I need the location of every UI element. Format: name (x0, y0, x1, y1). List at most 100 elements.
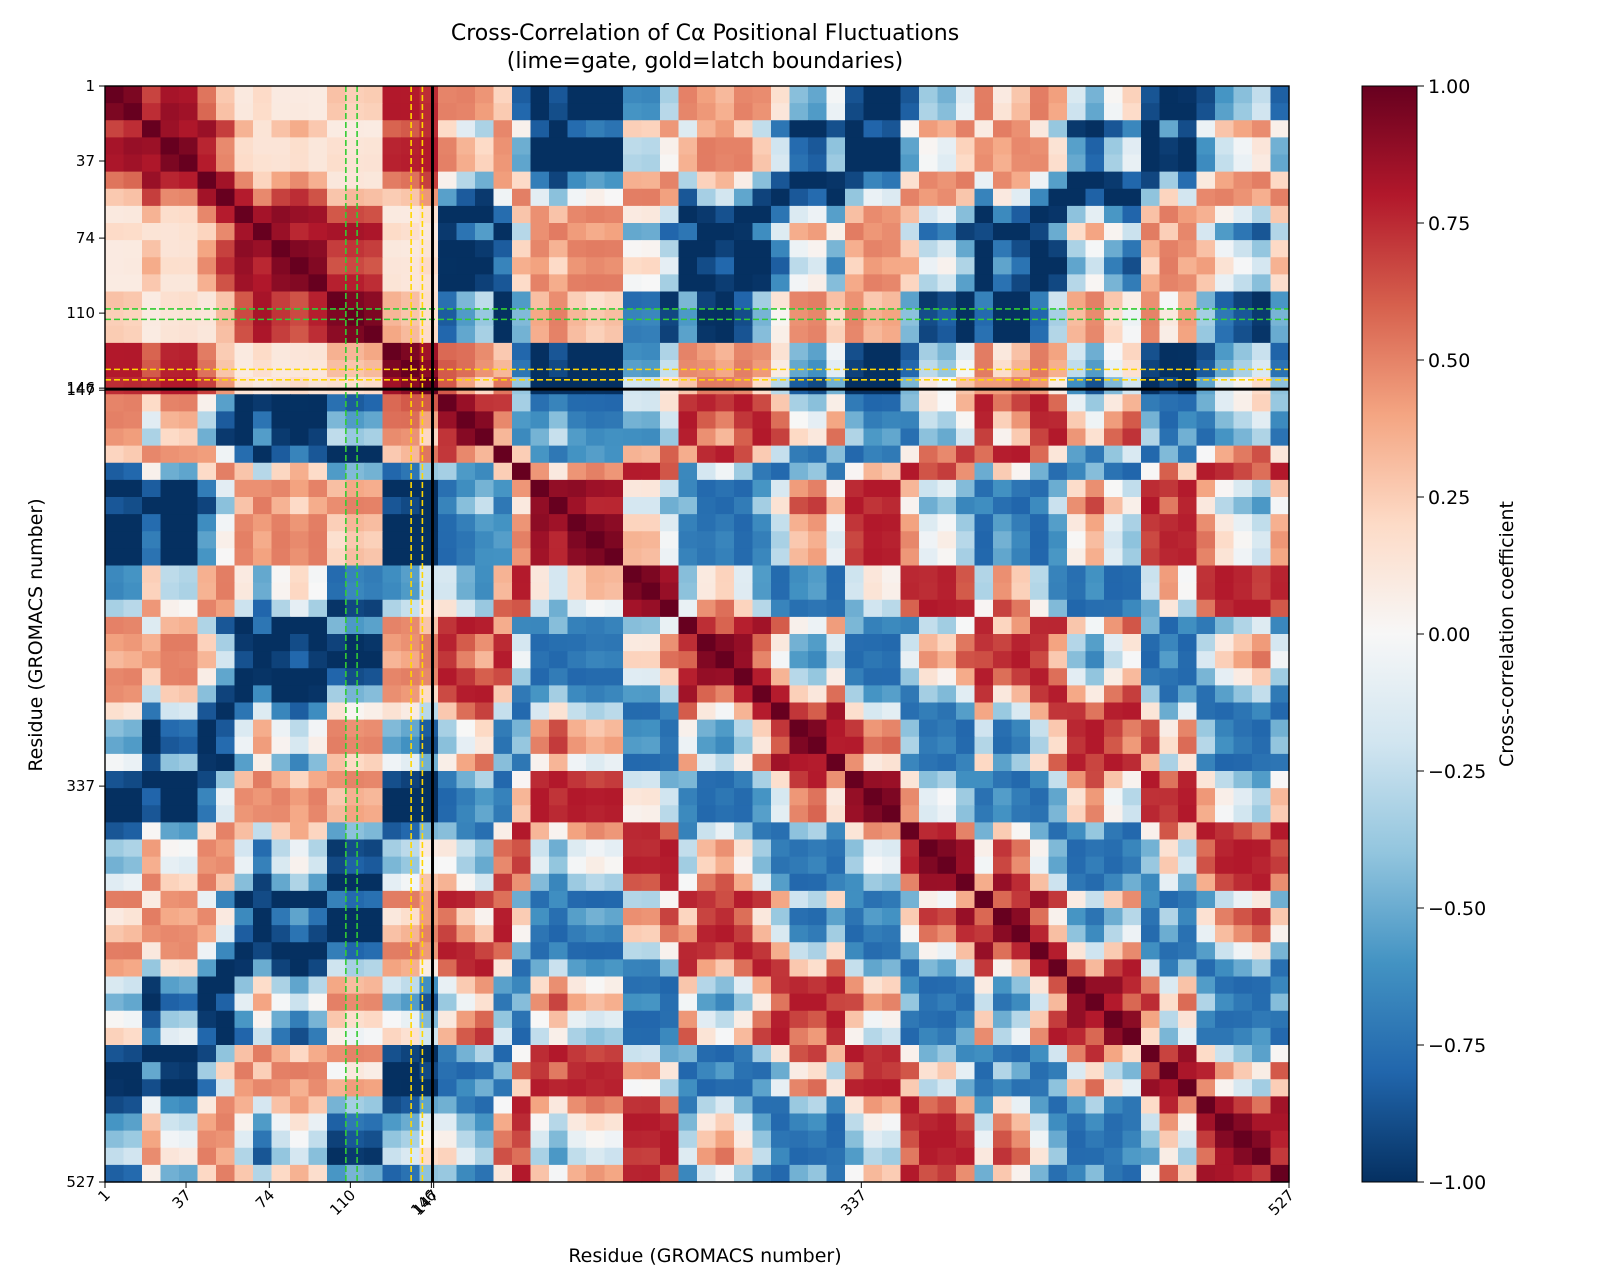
heatmap-cell (1122, 1096, 1142, 1115)
heatmap-cell (567, 103, 587, 121)
heatmap-cell (789, 634, 809, 652)
heatmap-cell (567, 1147, 587, 1166)
heatmap-cell (956, 856, 976, 875)
heatmap-cell (604, 1096, 624, 1115)
heatmap-cell (789, 223, 809, 241)
heatmap-cell (345, 154, 365, 173)
heatmap-cell (1067, 428, 1087, 447)
heatmap-cell (937, 1147, 957, 1166)
heatmap-cell (1196, 565, 1216, 584)
heatmap-cell (1011, 976, 1031, 995)
heatmap-cell (493, 1079, 513, 1097)
heatmap-cell (734, 188, 754, 207)
heatmap-cell (956, 103, 976, 121)
heatmap-cell (678, 1164, 698, 1183)
heatmap-cell (197, 394, 217, 412)
heatmap-cell (845, 342, 865, 361)
heatmap-cell (308, 959, 328, 978)
heatmap-cell (845, 308, 865, 327)
heatmap-cell (715, 479, 735, 498)
heatmap-cell (1252, 188, 1272, 207)
heatmap-cell (253, 548, 273, 567)
heatmap-cell (919, 685, 939, 704)
heatmap-cell (734, 908, 754, 926)
heatmap-cell (123, 685, 143, 704)
heatmap-cell (216, 565, 236, 584)
heatmap-cell (845, 685, 865, 704)
heatmap-cell (826, 1113, 846, 1132)
heatmap-cell (493, 634, 513, 652)
heatmap-cell (845, 514, 865, 532)
heatmap-cell (863, 103, 883, 121)
heatmap-cell (401, 1010, 421, 1029)
heatmap-cell (1178, 1113, 1198, 1132)
heatmap-cell (179, 582, 199, 601)
heatmap-cell (623, 822, 643, 841)
heatmap-cell (1048, 394, 1068, 412)
heatmap-cell (641, 565, 661, 584)
heatmap-cell (179, 325, 199, 344)
heatmap-cell (549, 462, 569, 481)
heatmap-cell (1030, 788, 1050, 806)
heatmap-cell (956, 1010, 976, 1029)
heatmap-cell (512, 805, 532, 823)
heatmap-cell (179, 925, 199, 943)
heatmap-cell (475, 120, 495, 138)
heatmap-cell (364, 634, 384, 652)
heatmap-cell (1030, 668, 1050, 686)
heatmap-cell (1011, 651, 1031, 669)
heatmap-cell (845, 976, 865, 995)
heatmap-cell (604, 274, 624, 293)
heatmap-cell (1067, 634, 1087, 652)
heatmap-cell (1030, 822, 1050, 841)
heatmap-cell (271, 411, 291, 430)
heatmap-cell (1215, 462, 1235, 481)
heatmap-cell (142, 959, 162, 978)
heatmap-cell (197, 805, 217, 823)
heatmap-cell (993, 1096, 1013, 1115)
heatmap-cell (512, 651, 532, 669)
heatmap-cell (1159, 1147, 1179, 1166)
heatmap-cell (234, 223, 254, 241)
heatmap-cell (1141, 394, 1161, 412)
heatmap-cell (456, 993, 476, 1012)
heatmap-cell (438, 171, 458, 190)
heatmap-cell (771, 154, 791, 173)
heatmap-cell (604, 479, 624, 498)
heatmap-cell (1067, 719, 1087, 738)
heatmap-cell (1178, 154, 1198, 173)
heatmap-cell (1215, 651, 1235, 669)
heatmap-cell (549, 1096, 569, 1115)
heatmap-cell (900, 103, 920, 121)
heatmap-cell (1233, 616, 1253, 635)
heatmap-cell (1030, 308, 1050, 327)
heatmap-cell (974, 411, 994, 430)
heatmap-cell (1178, 86, 1198, 104)
heatmap-cell (789, 651, 809, 669)
heatmap-cell (253, 771, 273, 789)
heatmap-cell (900, 445, 920, 464)
heatmap-cell (1048, 565, 1068, 584)
heatmap-cell (789, 839, 809, 858)
heatmap-cell (678, 634, 698, 652)
heatmap-cell (826, 308, 846, 327)
heatmap-cell (567, 514, 587, 532)
heatmap-cell (697, 1113, 717, 1132)
heatmap-cell (160, 291, 180, 310)
heatmap-cell (438, 497, 458, 515)
heatmap-cell (364, 1147, 384, 1166)
heatmap-cell (216, 445, 236, 464)
heatmap-cell (1011, 942, 1031, 960)
heatmap-cell (1252, 462, 1272, 481)
heatmap-cell (1252, 137, 1272, 156)
heatmap-cell (197, 1027, 217, 1046)
heatmap-cell (882, 925, 902, 943)
heatmap-cell (567, 462, 587, 481)
heatmap-cell (919, 719, 939, 738)
heatmap-cell (1011, 462, 1031, 481)
heatmap-cell (1011, 753, 1031, 772)
heatmap-cell (197, 942, 217, 960)
heatmap-cell (974, 445, 994, 464)
heatmap-cell (752, 103, 772, 121)
heatmap-cell (197, 702, 217, 721)
